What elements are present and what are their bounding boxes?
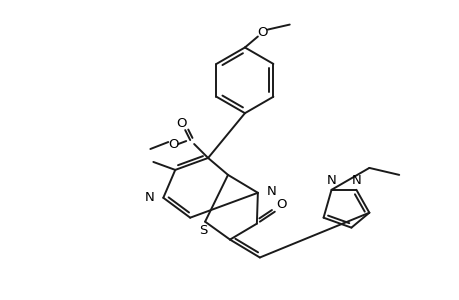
Text: N: N <box>326 174 336 188</box>
Text: N: N <box>351 174 360 188</box>
Text: N: N <box>266 185 276 198</box>
Text: O: O <box>176 117 186 130</box>
Text: O: O <box>168 137 178 151</box>
Text: O: O <box>257 26 268 39</box>
Text: O: O <box>276 198 286 211</box>
Text: N: N <box>144 191 154 204</box>
Text: S: S <box>198 224 207 237</box>
